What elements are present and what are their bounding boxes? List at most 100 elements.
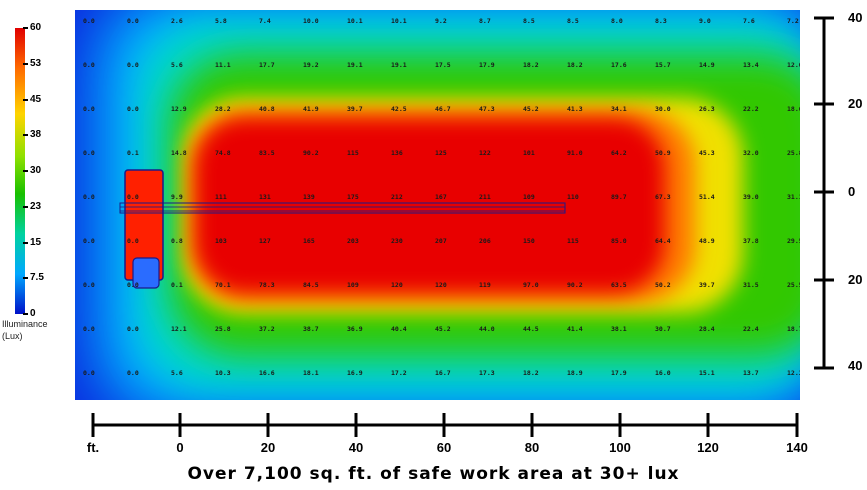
grid-cell-value: 10.1: [347, 17, 363, 25]
grid-cell-value: 0.0: [83, 149, 95, 157]
y-tick-label: 0: [848, 184, 856, 199]
grid-cell-value: 7.2: [787, 17, 799, 25]
grid-cell-value: 17.2: [391, 369, 407, 377]
legend-tick-mark: [23, 205, 28, 208]
grid-cell-value: 50.2: [655, 281, 671, 289]
grid-cell-value: 9.2: [435, 17, 447, 25]
grid-cell-value: 8.5: [567, 17, 579, 25]
legend-color-bar: [15, 28, 25, 314]
grid-cell-value: 5.8: [215, 17, 227, 25]
grid-cell-value: 31.5: [743, 281, 759, 289]
grid-cell-value: 19.1: [347, 61, 363, 69]
grid-cell-value: 165: [303, 237, 315, 245]
grid-cell-value: 30.7: [655, 325, 671, 333]
grid-cell-value: 32.0: [743, 149, 759, 157]
grid-cell-value: 45.3: [699, 149, 715, 157]
grid-cell-value: 29.5: [787, 237, 800, 245]
grid-cell-value: 109: [523, 193, 535, 201]
grid-cell-value: 64.4: [655, 237, 671, 245]
grid-cell-value: 17.9: [611, 369, 627, 377]
grid-cell-value: 74.8: [215, 149, 231, 157]
legend-tick-label: 0: [30, 308, 36, 319]
grid-cell-value: 18.2: [523, 61, 539, 69]
grid-cell-value: 175: [347, 193, 359, 201]
grid-cell-value: 0.0: [127, 61, 139, 69]
grid-cell-value: 206: [479, 237, 491, 245]
x-axis-line: [91, 413, 799, 437]
grid-cell-value: 36.9: [347, 325, 363, 333]
grid-cell-value: 9.0: [699, 17, 711, 25]
grid-cell-value: 0.0: [83, 61, 95, 69]
grid-cell-value: 101: [523, 149, 535, 157]
grid-cell-value: 0.1: [171, 281, 183, 289]
grid-cell-value: 2.6: [171, 17, 183, 25]
grid-cell-value: 5.6: [171, 61, 183, 69]
grid-cell-value: 50.9: [655, 149, 671, 157]
grid-cell-value: 8.7: [479, 17, 491, 25]
legend-tick-label: 23: [30, 200, 42, 212]
grid-cell-value: 44.5: [523, 325, 539, 333]
grid-cell-value: 211: [479, 193, 491, 201]
grid-cell-value: 207: [435, 237, 447, 245]
grid-cell-value: 90.2: [567, 281, 583, 289]
x-tick-label: 120: [697, 440, 719, 455]
grid-cell-value: 18.1: [303, 369, 319, 377]
grid-cell-value: 10.3: [215, 369, 231, 377]
grid-values: 0.0 0.0 2.6 5.8 7.4 10.0 10.1 10.1 9.2 8.7 8.5 8.5 8…: [83, 17, 800, 377]
grid-cell-value: 17.5: [435, 61, 451, 69]
grid-cell-value: 14.8: [171, 149, 187, 157]
grid-cell-value: 17.7: [259, 61, 275, 69]
grid-cell-value: 42.5: [391, 105, 407, 113]
grid-cell-value: 131: [259, 193, 271, 201]
grid-cell-value: 7.4: [259, 17, 271, 25]
grid-cell-value: 14.9: [699, 61, 715, 69]
x-tick-label: 40: [348, 440, 364, 455]
grid-cell-value: 84.5: [303, 281, 319, 289]
x-tick-label: 0: [176, 440, 184, 455]
legend-title: Illuminance (Lux): [2, 318, 72, 342]
grid-cell-value: 13.7: [743, 369, 759, 377]
legend-tick-mark: [23, 27, 28, 29]
mast-arm-inner: [119, 206, 566, 212]
grid-cell-value: 122: [479, 149, 491, 157]
grid-cell-value: 22.4: [743, 325, 759, 333]
grid-cell-value: 119: [479, 281, 491, 289]
grid-cell-value: 12.3: [787, 369, 800, 377]
grid-cell-value: 41.4: [567, 325, 583, 333]
grid-cell-value: 16.7: [435, 369, 451, 377]
grid-cell-value: 0.0: [127, 105, 139, 113]
grid-cell-value: 16.0: [655, 369, 671, 377]
grid-cell-value: 120: [391, 281, 403, 289]
grid-cell-value: 97.0: [523, 281, 539, 289]
grid-cell-value: 51.4: [699, 193, 715, 201]
grid-cell-value: 8.3: [655, 17, 667, 25]
grid-cell-value: 30.0: [655, 105, 671, 113]
grid-cell-value: 18.6: [787, 105, 800, 113]
grid-cell-value: 115: [567, 237, 579, 245]
legend-tick-label: 60: [30, 22, 42, 33]
legend-tick-label: 30: [30, 165, 42, 176]
grid-cell-value: 0.0: [83, 325, 95, 333]
grid-cell-value: 0.0: [127, 325, 139, 333]
grid-cell-value: 45.2: [435, 325, 451, 333]
grid-cell-value: 0.0: [83, 17, 95, 25]
grid-cell-value: 10.1: [391, 17, 407, 25]
heatmap-svg: 0.0 0.0 2.6 5.8 7.4 10.0 10.1 10.1 9.2 8.7 8.5 8.5 8…: [75, 10, 800, 400]
grid-cell-value: 15.7: [655, 61, 671, 69]
grid-cell-value: 25.5: [787, 281, 800, 289]
grid-cell-value: 115: [347, 149, 359, 157]
grid-cell-value: 150: [523, 237, 535, 245]
x-tick-label: 140: [786, 440, 808, 455]
grid-cell-value: 16.9: [347, 369, 363, 377]
grid-cell-value: 139: [303, 193, 315, 201]
grid-cell-value: 41.9: [303, 105, 319, 113]
grid-cell-value: 41.3: [567, 105, 583, 113]
legend-tick-mark: [23, 98, 28, 101]
legend-tick-label: 53: [30, 57, 42, 69]
legend-title-line1: Illuminance: [2, 319, 48, 329]
legend-tick-mark: [23, 134, 28, 137]
legend-tick-mark: [23, 277, 28, 280]
grid-cell-value: 45.2: [523, 105, 539, 113]
grid-cell-value: 230: [391, 237, 403, 245]
illuminance-heatmap: 0.0 0.0 2.6 5.8 7.4 10.0 10.1 10.1 9.2 8.7 8.5 8.5 8…: [75, 10, 800, 400]
